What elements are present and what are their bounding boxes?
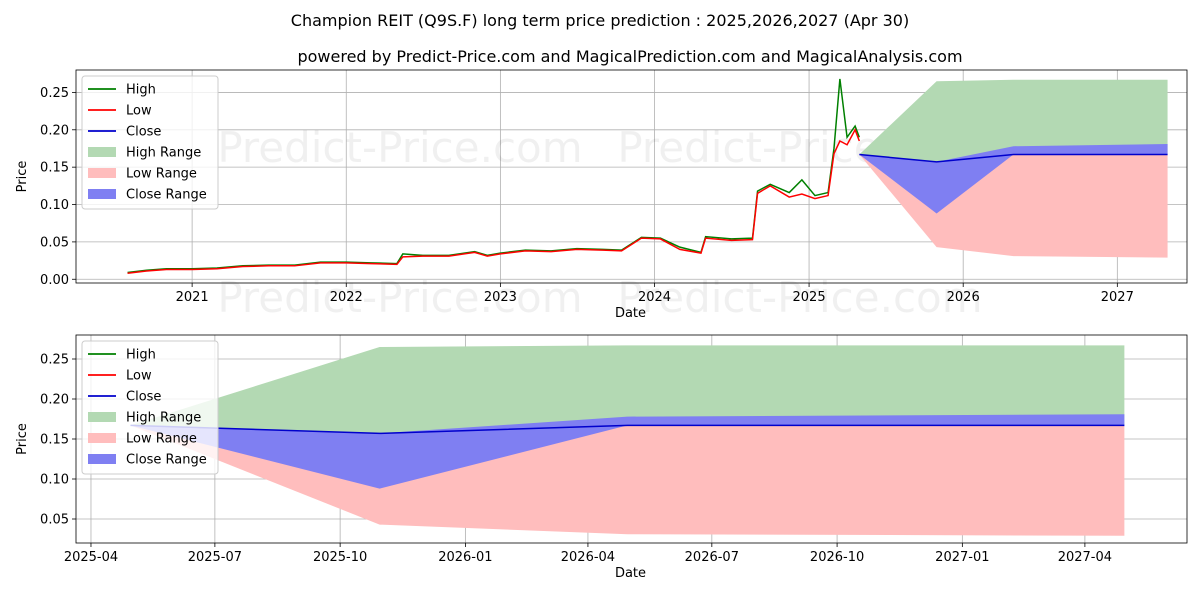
y-axis-label: Price xyxy=(15,423,30,455)
legend-label: Close Range xyxy=(126,188,207,203)
y-tick-label: 0.15 xyxy=(40,433,69,448)
y-tick-label: 0.10 xyxy=(40,198,69,213)
long-term-panel: 2021 2022 2023 2024 2025 2026 2027 0.00 0.05 0.10… xyxy=(15,69,1188,322)
plot-area xyxy=(130,345,1125,536)
x-tick-label: 2025 xyxy=(793,290,826,305)
y-tick-label: 0.05 xyxy=(40,235,69,250)
high-range-band xyxy=(859,79,1168,162)
y-tick-label: 0.00 xyxy=(40,273,69,288)
x-tick-label: 2027 xyxy=(1101,290,1134,305)
x-tick-label: 2027-01 xyxy=(935,550,989,565)
x-tick-label: 2026-04 xyxy=(561,550,615,565)
close-range-band xyxy=(859,143,1168,214)
axes-frame xyxy=(75,69,1188,284)
x-axis-label: Date xyxy=(615,306,646,321)
close-series-line xyxy=(859,153,1168,163)
watermark-text: Predict-Price.com xyxy=(217,273,582,322)
y-tick-label: 0.15 xyxy=(40,161,69,176)
watermark-text: Predict-Price.com xyxy=(617,273,982,322)
legend-label: High Range xyxy=(126,411,201,426)
axes-frame xyxy=(75,334,1188,544)
x-tick-label: 2025-07 xyxy=(188,550,242,565)
x-tick-label: 2024 xyxy=(638,290,671,305)
legend: High Low Close High Range Low Range Close Ran… xyxy=(81,340,219,475)
legend-high-range-swatch xyxy=(88,147,116,157)
legend-label: Low xyxy=(126,104,152,119)
x-tick-label: 2022 xyxy=(330,290,363,305)
legend-label: High Range xyxy=(126,146,201,161)
y-tick-label: 0.10 xyxy=(40,473,69,488)
x-tick-label: 2026 xyxy=(947,290,980,305)
legend-close-range-swatch xyxy=(88,189,116,199)
legend-label: High xyxy=(126,348,156,363)
x-tick-label: 2025-10 xyxy=(313,550,367,565)
legend-label: Low Range xyxy=(126,432,197,447)
legend-low-range-swatch xyxy=(88,168,116,178)
low-series-line xyxy=(127,127,861,275)
x-tick-label: 2026-10 xyxy=(810,550,864,565)
close-series-line xyxy=(130,424,1125,435)
y-tick-label: 0.20 xyxy=(40,393,69,408)
legend-label: Close Range xyxy=(126,453,207,468)
high-series-line xyxy=(127,78,861,274)
x-tick-label: 2021 xyxy=(176,290,209,305)
x-tick-label: 2026-07 xyxy=(685,550,739,565)
forecast-zoom-panel: 2025-04 2025-07 2025-10 2026-01 2026-04 2026-… xyxy=(15,334,1188,581)
legend: High Low Close High Range Low Range Close Ran… xyxy=(81,75,219,210)
x-tick-label: 2027-04 xyxy=(1058,550,1112,565)
high-range-band xyxy=(130,345,1125,434)
legend-label: High xyxy=(126,83,156,98)
y-tick-label: 0.05 xyxy=(40,513,69,528)
legend-high-range-swatch xyxy=(88,412,116,422)
y-axis-label: Price xyxy=(15,161,30,193)
legend-label: Close xyxy=(126,125,161,140)
x-tick-label: 2026-01 xyxy=(438,550,492,565)
chart-subtitle: powered by Predict-Price.com and Magical… xyxy=(297,47,962,66)
legend-label: Low Range xyxy=(126,167,197,182)
plot-area xyxy=(127,78,1168,275)
legend-label: Low xyxy=(126,369,152,384)
y-tick-label: 0.25 xyxy=(40,86,69,101)
legend-close-range-swatch xyxy=(88,454,116,464)
y-tick-label: 0.25 xyxy=(40,353,69,368)
x-axis-label: Date xyxy=(615,566,646,581)
x-tick-label: 2025-04 xyxy=(64,550,118,565)
watermark-text: Predict-Price.com xyxy=(217,123,582,172)
x-tick-label: 2023 xyxy=(484,290,517,305)
y-tick-label: 0.20 xyxy=(40,123,69,138)
close-range-band xyxy=(130,414,1125,489)
legend-label: Close xyxy=(126,390,161,405)
chart-title: Champion REIT (Q9S.F) long term price pr… xyxy=(291,11,909,30)
legend-low-range-swatch xyxy=(88,433,116,443)
